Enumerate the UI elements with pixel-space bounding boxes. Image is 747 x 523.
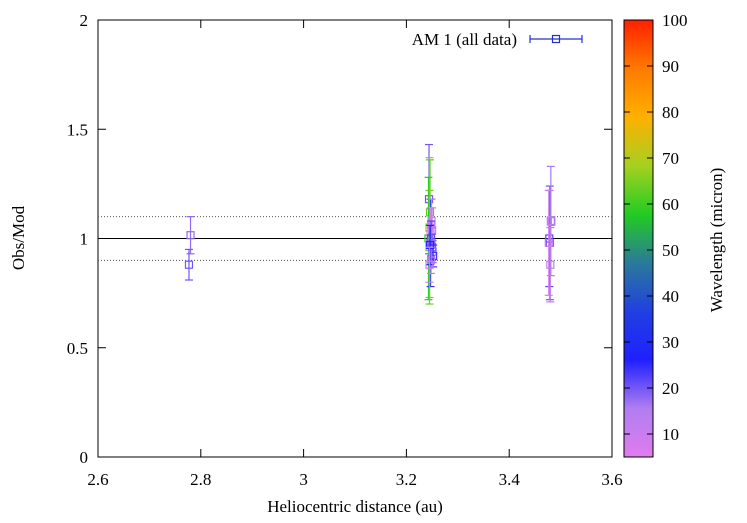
colorbar-tick-label: 50 <box>662 241 679 260</box>
colorbar-tick-label: 30 <box>662 333 679 352</box>
y-tick-label: 1 <box>80 230 89 249</box>
colorbar-tick-label: 60 <box>662 195 679 214</box>
colorbar-tick-label: 90 <box>662 57 679 76</box>
x-tick-label: 2.8 <box>190 470 211 489</box>
legend: AM 1 (all data) <box>412 30 583 49</box>
colorbar-tick-label: 80 <box>662 103 679 122</box>
x-tick-label: 3.4 <box>499 470 521 489</box>
colorbar-tick-label: 10 <box>662 425 679 444</box>
data-point <box>425 246 434 283</box>
colorbar-label: Wavelength (micron) <box>707 168 726 313</box>
x-tick-label: 3.2 <box>396 470 417 489</box>
y-tick-label: 0.5 <box>67 339 88 358</box>
colorbar-tick-label: 20 <box>662 379 679 398</box>
legend-sample-marker <box>529 34 583 44</box>
colorbar-ticks: 10 20 30 40 50 60 70 80 90 100 <box>624 11 688 444</box>
colorbar-gradient <box>623 19 654 458</box>
colorbar-tick-label: 70 <box>662 149 679 168</box>
y-tick-label: 1.5 <box>67 120 88 139</box>
x-axis-label: Heliocentric distance (au) <box>267 497 443 516</box>
y-axis: 0 0.5 1 1.5 2 <box>67 11 612 467</box>
reference-lines <box>98 216 612 261</box>
y-tick-label: 2 <box>80 11 89 30</box>
colorbar: 10 20 30 40 50 60 70 80 90 100 Wavelength (micron… <box>623 11 726 458</box>
data-point <box>184 248 194 281</box>
plot-area: 2.6 2.8 3 3.2 3.4 3.6 0 0.5 1 1.5 2 <box>67 11 623 489</box>
x-tick-label: 3.6 <box>601 470 622 489</box>
data-point <box>186 216 195 255</box>
colorbar-tick-label: 100 <box>662 11 688 30</box>
x-tick-label: 3 <box>299 470 308 489</box>
y-tick-label: 0 <box>80 448 89 467</box>
colorbar-tick-label: 40 <box>662 287 679 306</box>
data-points <box>184 143 556 305</box>
x-tick-label: 2.6 <box>87 470 108 489</box>
legend-label: AM 1 (all data) <box>412 30 517 49</box>
data-point <box>544 189 553 296</box>
y-axis-label: Obs/Mod <box>9 205 28 270</box>
x-axis: 2.6 2.8 3 3.2 3.4 3.6 <box>87 20 623 489</box>
